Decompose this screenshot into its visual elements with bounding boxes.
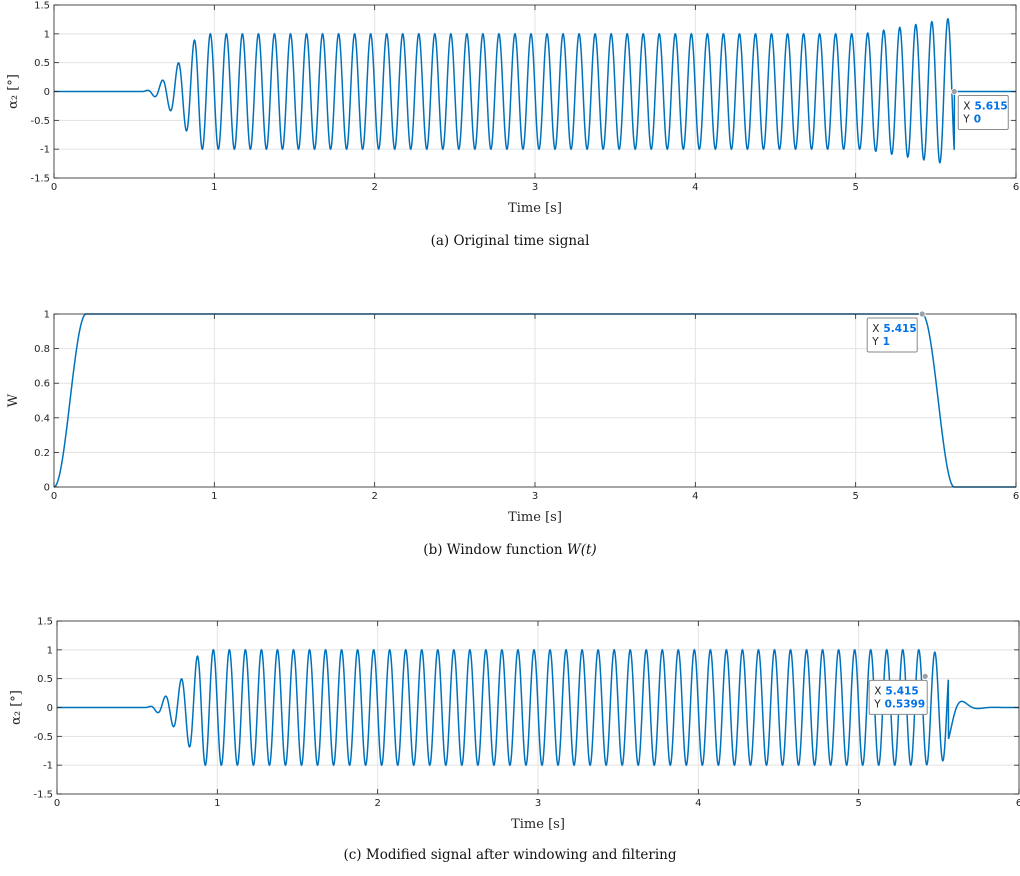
y-axis-label: α₂ [°] [9,690,24,725]
x-tick-label: 4 [695,798,701,809]
x-tick-label: 3 [532,182,538,193]
x-tick-label: 1 [211,491,217,502]
svg-text:X5.415: X 5.415 [872,323,916,335]
x-tick-label: 0 [51,182,57,193]
x-tick-label: 2 [374,798,380,809]
x-tick-label: 6 [1013,491,1019,502]
figure-caption: (c) Modified signal after windowing and … [343,847,676,863]
y-tick-label: 0.5 [34,58,50,69]
y-tick-label: 1 [47,645,53,656]
x-tick-label: 2 [371,182,377,193]
x-tick-label: 5 [852,491,858,502]
y-tick-label: -1.5 [30,174,50,185]
x-tick-label: 3 [532,491,538,502]
y-tick-label: 0 [47,703,53,714]
y-tick-label: 1.5 [34,1,50,12]
figure-caption: (b) Window function W(t) [423,542,596,558]
y-tick-label: 0.2 [34,448,50,459]
datatip-y-label: Y [873,698,881,710]
chart-panel-a: 0 1 2 3 4 5 6 1.5 1 0.5 0 -0.5 -1 -1.5 Time [s] α₂ [°] (… [6,1,1019,250]
datatip-y-value: 0.5399 [885,698,926,710]
datatip-y-value: 1 [883,336,890,348]
x-axis-label: Time [s] [508,510,562,525]
datatip[interactable]: X 5.415 Y 0.5399 [868,679,928,715]
y-tick-label: 0.6 [34,379,50,390]
x-tick-label: 5 [852,182,858,193]
datatip-x-value: 5.415 [883,323,916,335]
x-tick-label: 4 [692,182,698,193]
series-line [57,648,1019,767]
chart-panel-b: 0 1 2 3 4 5 6 1 0.8 0.6 0.4 0.2 0 Time [s] W (b) Window… [6,310,1019,559]
datatip-x-label: X [872,323,879,335]
y-axis-label: α₂ [°] [6,74,21,109]
x-axis-label: Time [s] [511,817,565,832]
datatip-y-label: Y [962,114,970,126]
svg-text:Y0.5399: Y 0.5399 [873,698,925,710]
datatip-y-value: 0 [974,114,981,126]
series-line [54,17,1016,164]
x-tick-label: 1 [211,182,217,193]
y-tick-label: 1 [44,310,50,321]
y-tick-label: 0.5 [37,674,53,685]
x-tick-label: 5 [855,798,861,809]
y-tick-label: 0 [44,87,50,98]
svg-text:Y1: Y1 [871,336,890,348]
datatip-y-label: Y [871,336,879,348]
y-tick-label: 0 [44,483,50,494]
figure-caption: (a) Original time signal [431,233,590,249]
datatip-marker[interactable] [918,310,926,318]
y-tick-label: 0.8 [34,344,50,355]
y-tick-label: -0.5 [30,116,50,127]
datatip-x-label: X [963,101,970,113]
x-tick-label: 3 [535,798,541,809]
x-tick-label: 0 [54,798,60,809]
y-tick-label: -1.5 [33,790,53,801]
datatip-x-label: X [874,685,881,697]
x-tick-label: 1 [214,798,220,809]
x-tick-label: 0 [51,491,57,502]
x-tick-label: 6 [1016,798,1020,809]
x-axis-label: Time [s] [508,201,562,216]
chart-panel-c: 0 1 2 3 4 5 6 1.5 1 0.5 0 -0.5 -1 -1.5 Time [s] α₂ [°] (… [9,617,1020,864]
datatip-marker[interactable] [950,88,958,95]
svg-text:X5.415: X 5.415 [874,685,918,697]
x-tick-label: 4 [692,491,698,502]
y-tick-label: -0.5 [33,732,53,743]
y-tick-label: 0.4 [34,413,50,424]
svg-text:X5.615: X 5.615 [963,101,1007,113]
datatip-x-value: 5.415 [885,685,918,697]
x-tick-label: 2 [371,491,377,502]
datatip-x-value: 5.615 [974,101,1007,113]
y-tick-label: -1 [40,145,50,156]
y-tick-label: -1 [43,761,53,772]
y-tick-label: 1.5 [37,617,53,628]
datatip-marker[interactable] [921,672,929,680]
x-tick-label: 6 [1013,182,1019,193]
svg-text:Y0: Y0 [962,114,981,126]
y-tick-label: 1 [44,29,50,40]
y-axis-label: W [6,393,21,407]
